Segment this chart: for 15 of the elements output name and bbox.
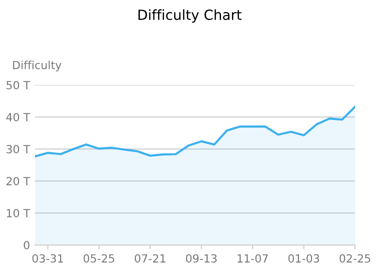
x-tick-label: 07-21 [134,254,166,263]
x-tick-label: 05-25 [84,254,114,263]
x-tick-label: 09-13 [186,254,217,263]
y-tick-label: 50 T [6,80,30,90]
y-tick-label: 40 T [6,112,30,122]
y-axis-title: Difficulty [13,60,62,72]
x-tick-label: 01-03 [288,254,320,263]
chart-title: Difficulty Chart [138,9,242,23]
y-tick-label: 20 T [6,176,30,186]
y-tick-label: 10 T [6,208,30,218]
y-tick-label: 30 T [6,144,30,154]
x-tick-label: 03-31 [32,254,63,263]
y-tick-label: 0 [24,240,30,250]
x-tick-label: 11-07 [238,254,268,263]
x-tick-label: 02-25 [340,254,370,263]
